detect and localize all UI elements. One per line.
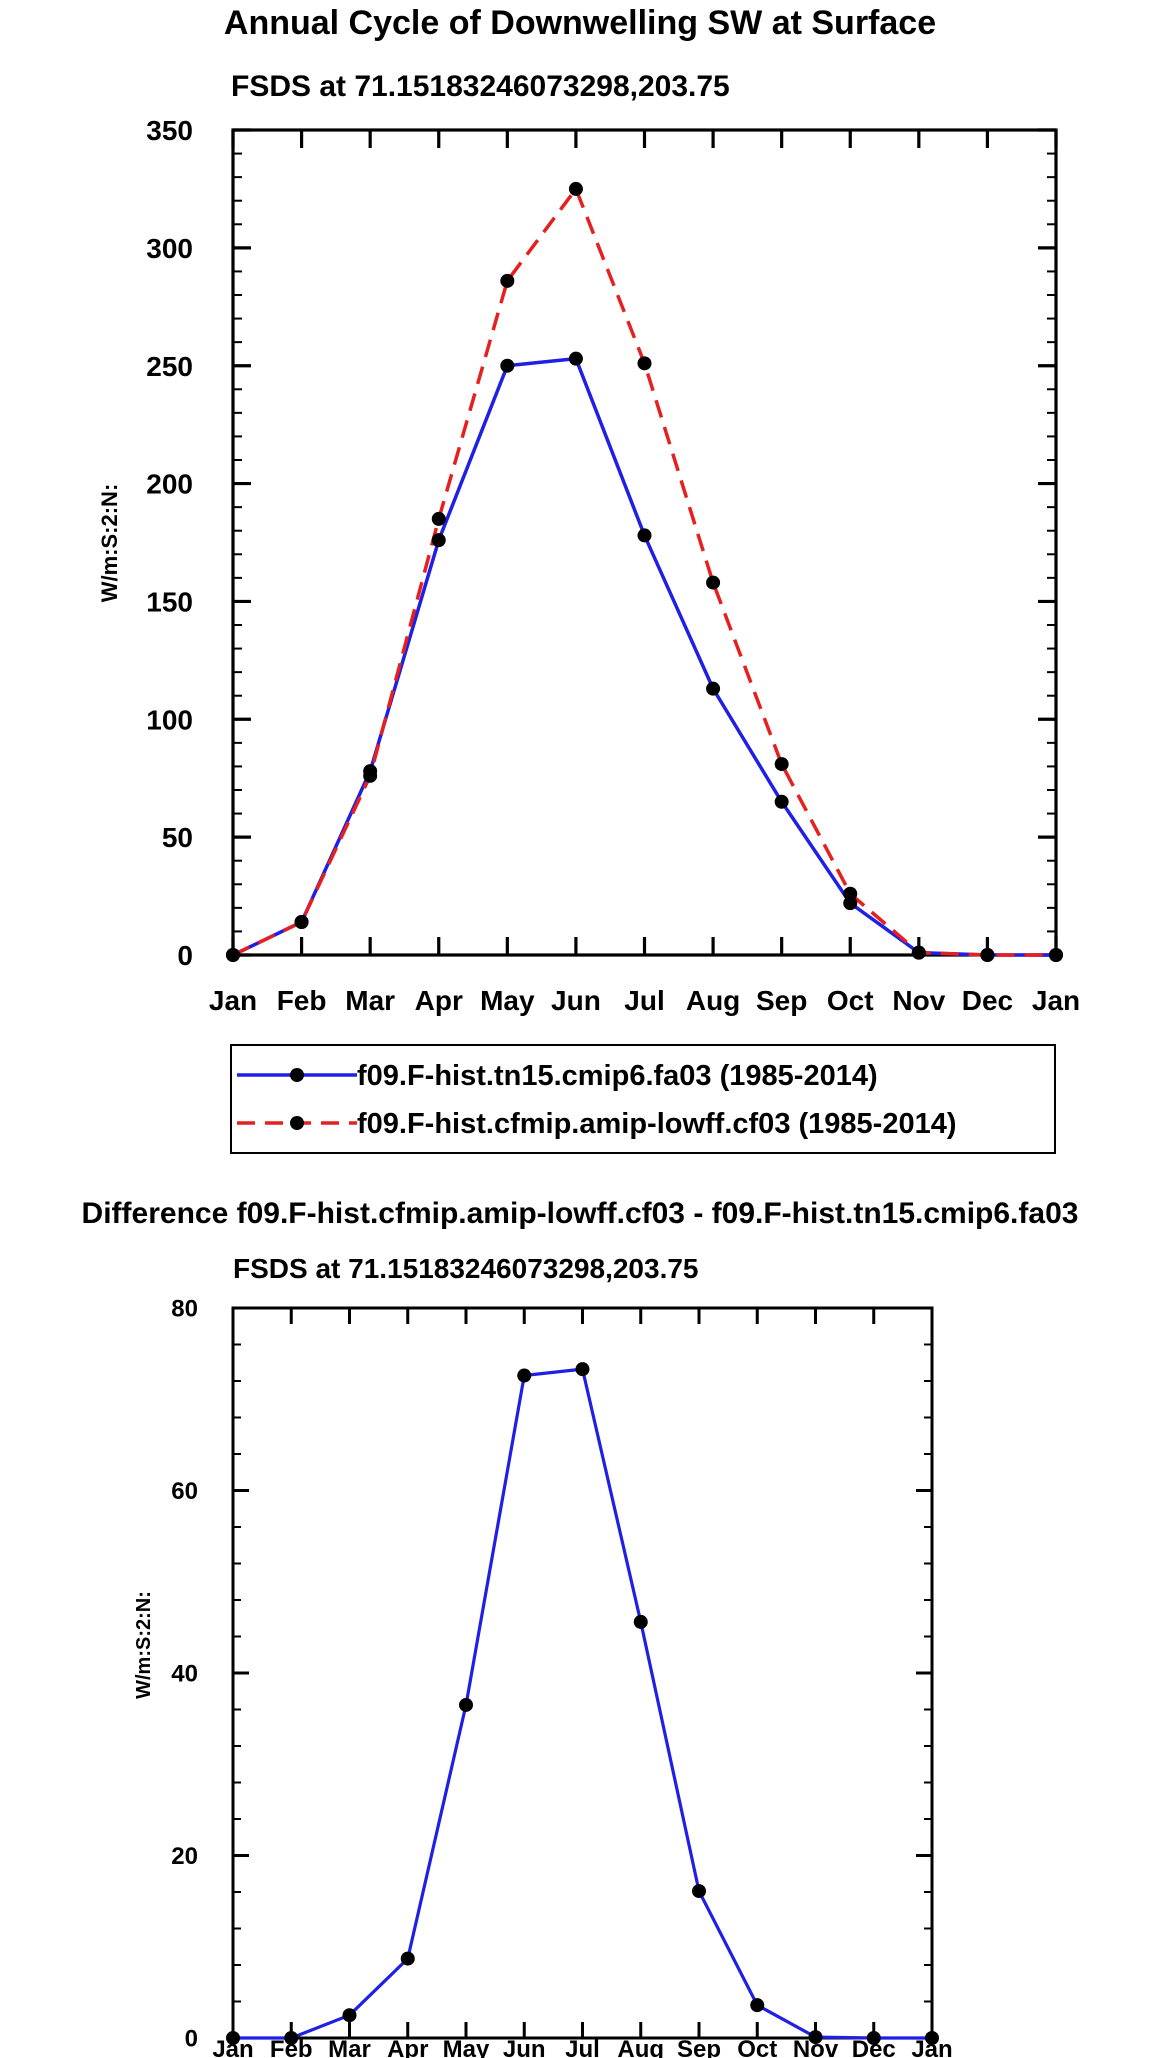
y-tick-label: 50 — [162, 822, 193, 853]
data-point-series-2 — [980, 948, 995, 962]
x-tick-label: Nov — [892, 985, 945, 1016]
data-point-series-2 — [431, 511, 446, 526]
data-point-series-1 — [808, 2030, 823, 2045]
x-tick-label: Aug — [686, 985, 740, 1016]
x-tick-label: Jun — [551, 985, 601, 1016]
data-point-series-2 — [1049, 948, 1063, 962]
x-tick-label: Feb — [277, 985, 327, 1016]
data-point-series-1 — [706, 681, 721, 696]
y-axis-label: W/m:S:2:N: — [133, 1591, 155, 1699]
y-tick-label: 100 — [146, 704, 193, 735]
x-tick-label: Oct — [737, 2036, 777, 2058]
chart-difference: Difference f09.F-hist.cfmip.amip-lowff.c… — [82, 1197, 1079, 2058]
plot-frame — [231, 128, 1058, 957]
x-tick-label: Apr — [415, 985, 463, 1016]
data-point-series-2 — [568, 181, 583, 196]
x-tick-label: May — [443, 2036, 490, 2058]
chart-title: Difference f09.F-hist.cfmip.amip-lowff.c… — [82, 1197, 1079, 1230]
data-point-series-1 — [500, 358, 515, 373]
legend-marker-series-2 — [290, 1116, 304, 1130]
legend-marker-series-1 — [290, 1068, 304, 1082]
plot-frame — [231, 1306, 934, 2040]
x-tick-label: Feb — [270, 2036, 313, 2058]
x-tick-label: Jan — [209, 985, 257, 1016]
data-point-series-1 — [633, 1614, 648, 1629]
chart-subtitle: FSDS at 71.15183246073298,203.75 — [231, 70, 730, 103]
data-point-series-1 — [568, 351, 583, 366]
data-point-series-1 — [637, 528, 652, 543]
x-tick-label: Dec — [962, 985, 1013, 1016]
series-line-1 — [233, 1367, 932, 2040]
y-tick-label: 20 — [171, 1843, 198, 1870]
data-point-series-2 — [226, 948, 240, 962]
data-point-series-2 — [363, 768, 378, 783]
chart-annual-cycle: Annual Cycle of Downwelling SW at Surfac… — [97, 4, 1080, 1154]
data-point-series-1 — [400, 1951, 415, 1966]
data-point-series-1 — [459, 1697, 473, 1712]
x-tick-label: Jul — [565, 2036, 600, 2058]
data-point-series-2 — [911, 945, 926, 960]
x-tick-label: Jan — [212, 2036, 253, 2058]
data-point-series-2 — [637, 356, 652, 371]
x-tick-label: Apr — [387, 2036, 428, 2058]
y-tick-label: 300 — [146, 233, 193, 264]
data-point-series-1 — [431, 533, 446, 548]
data-point-series-1 — [925, 2031, 939, 2045]
plot-area: 0 20 40 60 80 Jan Feb Mar Apr May Jun Jul Aug Sep Oct N… — [171, 1296, 952, 2058]
series-line-2 — [232, 187, 1056, 957]
x-tick-label: Sep — [756, 985, 807, 1016]
y-tick-label: 0 — [177, 940, 193, 971]
data-point-series-2 — [294, 915, 309, 929]
chart-title: Annual Cycle of Downwelling SW at Surfac… — [224, 4, 936, 42]
data-point-series-1 — [575, 1362, 590, 1377]
data-point-series-1 — [284, 2031, 299, 2045]
y-tick-label: 60 — [171, 1478, 198, 1505]
data-point-series-1 — [692, 1884, 706, 1899]
plot-area: 0 50 100 150 200 250 300 350 Jan Feb Mar Apr May Jun J… — [146, 115, 1080, 1016]
y-tick-label: 40 — [171, 1661, 198, 1688]
data-point-series-1 — [866, 2031, 881, 2045]
x-tick-label: Jun — [503, 2036, 546, 2058]
y-tick-label: 250 — [146, 351, 193, 382]
y-tick-label: 150 — [146, 587, 193, 618]
x-tick-label: Mar — [345, 985, 395, 1016]
x-tick-label: Dec — [852, 2036, 896, 2058]
x-tick-label: May — [480, 985, 535, 1016]
series-line-1 — [232, 356, 1056, 957]
legend: f09.F-hist.tn15.cmip6.fa03 (1985-2014) f… — [230, 1044, 1056, 1154]
x-tick-label: Jan — [1032, 985, 1080, 1016]
chart-subtitle: FSDS at 71.15183246073298,203.75 — [233, 1253, 699, 1284]
data-point-series-2 — [500, 273, 515, 288]
y-tick-label: 0 — [185, 2026, 198, 2053]
x-tick-label: Sep — [677, 2036, 721, 2058]
x-tick-label: Jul — [624, 985, 664, 1016]
y-tick-label: 350 — [146, 115, 193, 146]
legend-label-series-2: f09.F-hist.cfmip.amip-lowff.cf03 (1985-2… — [357, 1108, 957, 1140]
data-point-series-2 — [843, 886, 858, 901]
x-tick-label: Jan — [911, 2036, 952, 2058]
legend-box — [230, 1044, 1056, 1154]
x-tick-label: Oct — [827, 985, 874, 1016]
x-tick-label: Nov — [793, 2036, 839, 2058]
x-tick-label: Aug — [617, 2036, 664, 2058]
data-point-series-2 — [706, 575, 721, 590]
data-point-series-1 — [342, 2008, 357, 2023]
y-tick-label: 200 — [146, 469, 193, 500]
data-point-series-2 — [774, 757, 789, 772]
legend-label-series-1: f09.F-hist.tn15.cmip6.fa03 (1985-2014) — [357, 1060, 878, 1092]
y-axis-label: W/m:S:2:N: — [97, 484, 122, 603]
y-tick-label: 80 — [171, 1296, 198, 1323]
data-point-series-1 — [517, 1368, 532, 1383]
x-tick-label: Mar — [328, 2036, 371, 2058]
data-point-series-1 — [750, 1998, 765, 2013]
data-point-series-1 — [774, 794, 789, 809]
data-point-series-1 — [226, 2031, 240, 2045]
